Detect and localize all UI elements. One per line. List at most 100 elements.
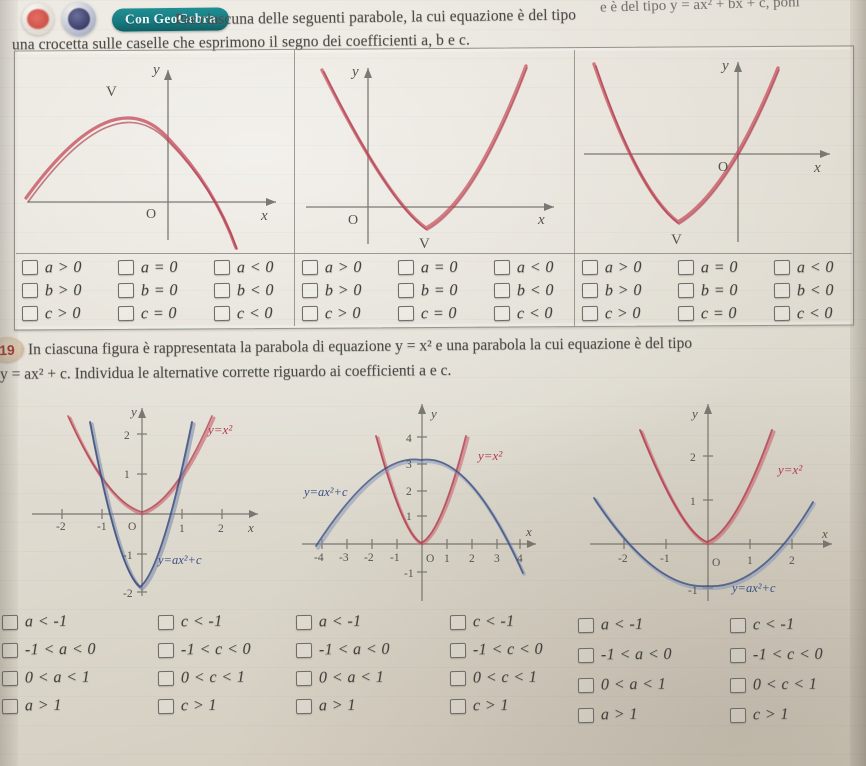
checkbox[interactable] xyxy=(577,617,595,633)
checkbox[interactable] xyxy=(729,617,747,633)
option-row[interactable]: c > 0 xyxy=(21,302,82,325)
checkbox[interactable] xyxy=(729,677,747,693)
checkbox[interactable] xyxy=(773,259,790,276)
option-row[interactable]: b = 0 xyxy=(677,279,738,302)
checkbox[interactable] xyxy=(213,259,230,276)
checkbox[interactable] xyxy=(301,259,319,276)
checkbox[interactable] xyxy=(213,305,230,322)
option-row[interactable]: c > 1 xyxy=(449,692,543,720)
checkbox[interactable] xyxy=(213,282,230,299)
checkbox[interactable] xyxy=(157,614,175,630)
checkbox[interactable] xyxy=(677,305,694,322)
option-row[interactable]: b > 0 xyxy=(21,279,82,302)
option-row[interactable]: -1 < a < 0 xyxy=(577,640,672,670)
option-row[interactable]: 0 < c < 1 xyxy=(449,664,543,692)
option-row[interactable]: a < -1 xyxy=(577,610,672,640)
checkbox[interactable] xyxy=(295,614,313,630)
checkbox[interactable] xyxy=(449,698,467,714)
option-row[interactable]: c = 0 xyxy=(397,302,458,325)
checkbox[interactable] xyxy=(1,698,19,714)
option-row[interactable]: c > 1 xyxy=(729,700,823,730)
option-row[interactable]: a < -1 xyxy=(295,608,390,636)
option-row[interactable]: -1 < a < 0 xyxy=(1,636,96,664)
checkbox[interactable] xyxy=(295,670,313,686)
checkbox[interactable] xyxy=(21,305,39,322)
option-row[interactable]: a < 0 xyxy=(213,256,273,279)
option-row[interactable]: 0 < a < 1 xyxy=(1,664,96,692)
option-row[interactable]: b > 0 xyxy=(581,279,642,302)
option-row[interactable]: a = 0 xyxy=(117,256,178,279)
option-row[interactable]: b = 0 xyxy=(117,279,178,302)
option-row[interactable]: c = 0 xyxy=(677,302,738,325)
checkbox[interactable] xyxy=(295,642,313,658)
option-row[interactable]: 0 < a < 1 xyxy=(295,664,390,692)
checkbox[interactable] xyxy=(729,707,747,723)
checkbox[interactable] xyxy=(729,647,747,663)
checkbox[interactable] xyxy=(677,282,694,299)
checkbox[interactable] xyxy=(1,642,19,658)
option-row[interactable]: c < 0 xyxy=(493,302,554,325)
option-row[interactable]: b < 0 xyxy=(213,279,273,302)
option-row[interactable]: b > 0 xyxy=(301,279,362,302)
option-row[interactable]: c < 0 xyxy=(773,302,834,325)
option-row[interactable]: a < 0 xyxy=(493,256,553,279)
option-row[interactable]: c < 0 xyxy=(213,302,274,325)
checkbox[interactable] xyxy=(581,305,599,322)
option-row[interactable]: b < 0 xyxy=(773,279,833,302)
checkbox[interactable] xyxy=(21,282,39,299)
checkbox[interactable] xyxy=(117,259,134,276)
checkbox[interactable] xyxy=(157,670,175,686)
option-row[interactable]: 0 < c < 1 xyxy=(729,670,823,700)
option-row[interactable]: -1 < c < 0 xyxy=(449,636,543,664)
option-row[interactable]: a > 0 xyxy=(21,256,82,279)
checkbox[interactable] xyxy=(773,305,790,322)
option-row[interactable]: c > 0 xyxy=(581,302,642,325)
checkbox[interactable] xyxy=(581,259,599,276)
checkbox[interactable] xyxy=(493,305,510,322)
checkbox[interactable] xyxy=(449,642,467,658)
checkbox[interactable] xyxy=(1,614,19,630)
option-row[interactable]: a = 0 xyxy=(397,256,458,279)
option-row[interactable]: b = 0 xyxy=(397,279,458,302)
option-row[interactable]: a > 0 xyxy=(581,256,642,279)
option-row[interactable]: c < -1 xyxy=(729,610,823,640)
option-row[interactable]: a > 0 xyxy=(301,256,362,279)
option-row[interactable]: -1 < c < 0 xyxy=(729,640,823,670)
option-row[interactable]: a > 1 xyxy=(1,692,96,720)
checkbox[interactable] xyxy=(493,282,510,299)
option-row[interactable]: -1 < c < 0 xyxy=(157,636,251,664)
option-row[interactable]: a < 0 xyxy=(773,256,833,279)
checkbox[interactable] xyxy=(117,282,134,299)
option-row[interactable]: 0 < c < 1 xyxy=(157,664,251,692)
checkbox[interactable] xyxy=(449,614,467,630)
option-row[interactable]: a < -1 xyxy=(1,608,96,636)
checkbox[interactable] xyxy=(493,259,510,276)
option-row[interactable]: c > 0 xyxy=(301,302,362,325)
option-row[interactable]: 0 < a < 1 xyxy=(577,670,672,700)
checkbox[interactable] xyxy=(773,282,790,299)
checkbox[interactable] xyxy=(295,698,313,714)
checkbox[interactable] xyxy=(577,647,595,663)
checkbox[interactable] xyxy=(1,670,19,686)
option-row[interactable]: a > 1 xyxy=(295,692,390,720)
checkbox[interactable] xyxy=(157,698,175,714)
option-row[interactable]: c = 0 xyxy=(117,302,178,325)
option-row[interactable]: c < -1 xyxy=(157,608,251,636)
checkbox[interactable] xyxy=(397,305,414,322)
option-row[interactable]: c < -1 xyxy=(449,608,543,636)
option-row[interactable]: a = 0 xyxy=(677,256,738,279)
checkbox[interactable] xyxy=(117,305,134,322)
checkbox[interactable] xyxy=(577,677,595,693)
checkbox[interactable] xyxy=(301,282,319,299)
checkbox[interactable] xyxy=(301,305,319,322)
checkbox[interactable] xyxy=(581,282,599,299)
option-row[interactable]: c > 1 xyxy=(157,692,251,720)
checkbox[interactable] xyxy=(397,282,414,299)
checkbox[interactable] xyxy=(449,670,467,686)
checkbox[interactable] xyxy=(677,259,694,276)
option-row[interactable]: b < 0 xyxy=(493,279,553,302)
checkbox[interactable] xyxy=(397,259,414,276)
option-row[interactable]: -1 < a < 0 xyxy=(295,636,390,664)
checkbox[interactable] xyxy=(21,259,39,276)
checkbox[interactable] xyxy=(157,642,175,658)
